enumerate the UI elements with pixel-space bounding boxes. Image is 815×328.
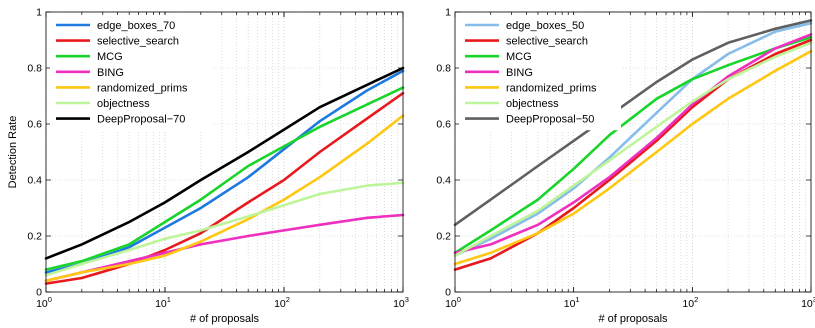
x-tick-label: 103 <box>393 295 409 310</box>
legend-label: objectness <box>506 98 559 110</box>
series-line <box>453 21 813 257</box>
legend-label: BING <box>97 67 124 79</box>
chart-panel-1: 100 101 102 103 0 0.2 0.4 0.6 0.8 1 # of proposals… <box>7 7 409 326</box>
y-tick-label: 0.6 <box>27 119 42 131</box>
series-line <box>44 91 405 285</box>
series-line <box>44 86 405 271</box>
series-line <box>44 213 405 283</box>
series-group <box>44 66 405 285</box>
series-line <box>453 49 813 266</box>
series-line <box>44 114 405 283</box>
y-tick-label: 0.6 <box>436 119 451 131</box>
chart-panel-2: 100 101 102 103 0 0.2 0.4 0.6 0.8 1 # of proposals… <box>436 7 815 326</box>
x-tick-label: 101 <box>155 295 171 310</box>
axes-frame <box>454 11 812 293</box>
x-tick-label: 100 <box>36 295 52 310</box>
y-tick-label: 0 <box>445 287 451 299</box>
y-tick-label: 0.4 <box>27 175 42 187</box>
legend: edge_boxes_50 selective_search MCG BING rand… <box>459 15 621 131</box>
legend-label: DeepProposal−50 <box>506 114 594 126</box>
legend-label: selective_search <box>506 36 588 48</box>
y-tick-label: 0.2 <box>27 231 42 243</box>
legend-label: BING <box>506 67 533 79</box>
x-axis-label: # of proposals <box>190 313 260 325</box>
y-tick-label: 0.8 <box>436 63 451 75</box>
x-tick-label: 103 <box>801 295 815 310</box>
series-line <box>44 69 405 274</box>
legend-label: randomized_prims <box>506 82 597 94</box>
series-line <box>453 41 813 257</box>
x-tick-label: 101 <box>564 295 580 310</box>
series-group <box>453 19 813 271</box>
x-tick-label: 100 <box>445 295 461 310</box>
series-line <box>44 66 405 260</box>
y-tick-label: 0 <box>36 287 42 299</box>
series-line <box>453 33 813 255</box>
y-tick-label: 0.8 <box>27 63 42 75</box>
legend-label: selective_search <box>97 36 179 48</box>
legend-label: randomized_prims <box>97 82 188 94</box>
series-line <box>453 35 813 255</box>
y-tick-label: 1 <box>445 7 451 19</box>
y-axis-label: Detection Rate <box>7 116 19 189</box>
legend: edge_boxes_70 selective_search MCG BING rand… <box>50 15 212 131</box>
axes-frame <box>45 11 404 293</box>
legend-label: MCG <box>506 51 532 63</box>
legend-label: DeepProposal−70 <box>97 114 185 126</box>
y-tick-label: 1 <box>36 7 42 19</box>
series-line <box>453 19 813 227</box>
x-tick-label: 102 <box>274 295 290 310</box>
y-tick-label: 0.2 <box>436 231 451 243</box>
legend-label: MCG <box>97 51 123 63</box>
series-line <box>44 181 405 277</box>
legend-label: edge_boxes_50 <box>506 20 584 32</box>
legend-label: edge_boxes_70 <box>97 20 175 32</box>
y-tick-label: 0.4 <box>436 175 451 187</box>
x-axis-label: # of proposals <box>598 313 668 325</box>
x-tick-label: 102 <box>682 295 698 310</box>
legend-label: objectness <box>97 98 150 110</box>
